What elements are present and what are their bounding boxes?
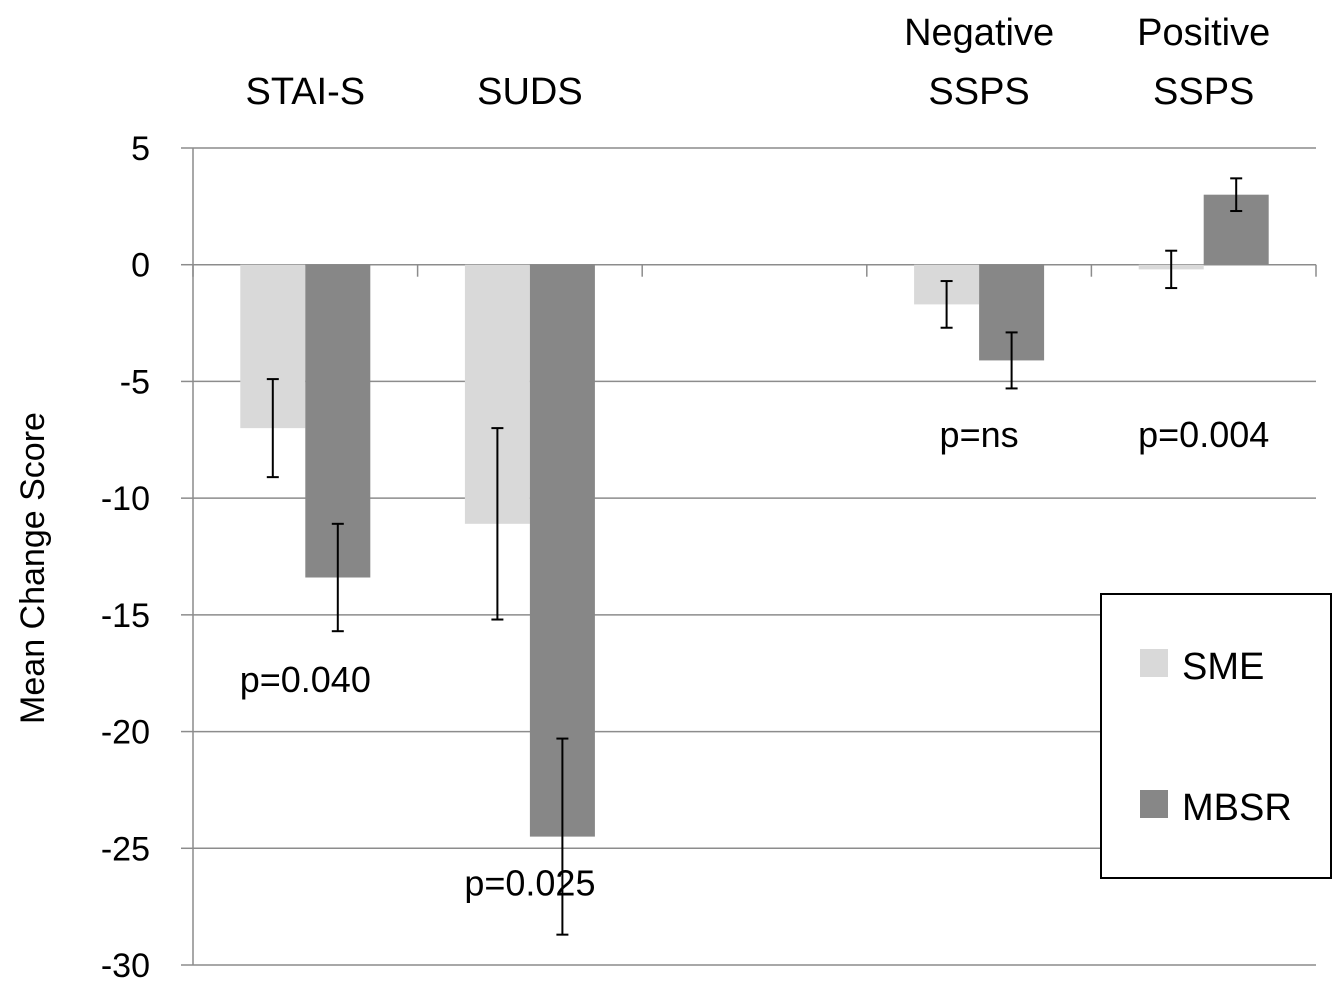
y-tick-label: -15 (101, 597, 150, 635)
y-tick-label: -5 (120, 363, 150, 401)
y-tick-label: -25 (101, 830, 150, 868)
category-label: Negative (904, 12, 1054, 54)
y-tick-label: -30 (101, 947, 150, 984)
gridlines (193, 147, 1316, 966)
y-tick-label: -10 (101, 480, 150, 518)
category-label: Positive (1137, 12, 1270, 54)
y-axis-title: Mean Change Score (14, 412, 52, 724)
p-value-label: p=0.025 (464, 862, 595, 903)
annotations: p=0.040 p=0.025 p=ns p=0.004 (240, 414, 1270, 903)
y-axis: 5 0 -5 -10 -15 -20 -25 -30 (101, 130, 1317, 984)
y-tick-label: -20 (101, 714, 150, 752)
legend-box (1100, 593, 1332, 879)
bars (240, 194, 1269, 837)
y-tick-label: 5 (131, 130, 150, 168)
legend-swatch-sme (1140, 649, 1168, 677)
category-labels: STAI-S SUDS Negative SSPS Positive SSPS (245, 12, 1270, 113)
legend-label: SME (1182, 646, 1264, 688)
legend-label: MBSR (1182, 787, 1292, 829)
error-bars (266, 177, 1243, 936)
legend-swatch-mbsr (1140, 790, 1168, 818)
category-label: STAI-S (245, 71, 365, 113)
y-tick-label: 0 (131, 247, 150, 285)
category-label: SSPS (928, 71, 1029, 113)
p-value-label: p=ns (940, 414, 1019, 455)
p-value-label: p=0.040 (240, 659, 371, 700)
p-value-label: p=0.004 (1138, 414, 1269, 455)
legend: SME MBSR (1100, 593, 1332, 879)
category-label: SUDS (477, 71, 583, 113)
category-label: SSPS (1153, 71, 1254, 113)
